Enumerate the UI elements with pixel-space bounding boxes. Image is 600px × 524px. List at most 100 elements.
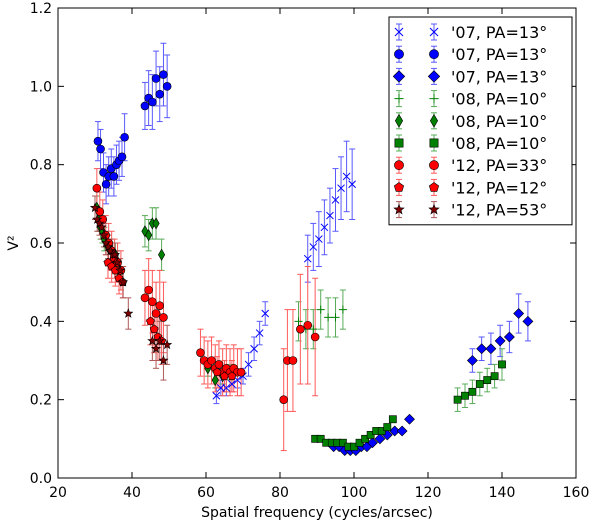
legend-marker: [428, 203, 440, 215]
data-point: [96, 144, 105, 154]
data-point: [140, 293, 150, 303]
data-point: [227, 371, 237, 380]
legend-entry: '12, PA=53°: [393, 201, 547, 220]
x-axis-label: Spatial frequency (cycles/arcsec): [201, 505, 433, 521]
x-tick-label: 140: [489, 485, 516, 501]
data-point: [228, 380, 236, 388]
data-point: [236, 367, 246, 377]
legend-marker: [394, 27, 404, 37]
y-tick-label: 0.8: [30, 158, 52, 174]
x-tick-label: 120: [415, 485, 442, 501]
data-point: [149, 324, 159, 333]
data-point: [255, 329, 264, 337]
data-point: [316, 305, 325, 314]
legend-marker: [393, 182, 405, 192]
data-point: [348, 180, 357, 189]
markers: [89, 70, 534, 457]
data-point: [303, 254, 312, 263]
legend-label: '12, PA=33°: [451, 156, 547, 175]
legend-marker: [428, 182, 440, 192]
y-tick-label: 1.2: [30, 1, 52, 17]
legend-label: '12, PA=12°: [451, 178, 547, 197]
series-1-markers: [93, 70, 172, 189]
data-point: [120, 132, 129, 142]
data-point: [211, 373, 219, 387]
legend-marker: [429, 49, 439, 60]
data-point: [92, 214, 103, 224]
data-point: [152, 217, 160, 230]
data-point: [96, 221, 107, 232]
legend-marker: [429, 113, 439, 128]
x-tick-label: 160: [563, 485, 590, 501]
legend-marker: [429, 160, 439, 171]
y-tick-label: 0.4: [30, 314, 52, 330]
data-point: [117, 152, 127, 162]
data-point: [144, 285, 153, 295]
legend-marker: [394, 138, 404, 148]
data-point: [476, 343, 488, 355]
series-2-errorbars: [330, 293, 531, 454]
legend-entry: '07, PA=13°: [394, 23, 547, 42]
x-tick-label: 20: [49, 485, 67, 501]
data-point: [145, 229, 153, 242]
data-point: [214, 360, 224, 369]
legend-marker: [394, 94, 404, 104]
data-point: [309, 325, 318, 334]
data-point: [94, 218, 105, 228]
legend-marker: [427, 70, 441, 83]
legend-marker: [429, 27, 439, 37]
data-point: [158, 355, 169, 365]
legend: '07, PA=13° '07, PA=13° '07, PA=13° '08, PA…: [388, 16, 573, 226]
data-point: [316, 434, 325, 443]
data-point: [331, 313, 340, 322]
data-point: [279, 395, 289, 404]
legend-entry: '08, PA=10°: [394, 112, 547, 131]
data-point: [89, 202, 101, 213]
data-point: [95, 207, 105, 216]
data-point: [342, 172, 351, 181]
legend-label: '12, PA=53°: [451, 201, 547, 220]
legend-entry: '07, PA=13°: [394, 45, 547, 64]
y-tick-label: 0.0: [30, 471, 52, 487]
data-point: [338, 438, 347, 447]
series-2-markers: [328, 308, 534, 457]
data-point: [377, 427, 386, 435]
legend-label: '07, PA=13°: [451, 67, 547, 86]
data-point: [118, 276, 129, 287]
data-point: [109, 172, 119, 181]
series-8-markers: [89, 202, 173, 365]
x-tick-label: 100: [341, 485, 368, 501]
data-point: [294, 317, 303, 326]
data-point: [453, 395, 462, 404]
data-point: [389, 425, 401, 437]
data-point: [366, 431, 375, 439]
data-point: [461, 391, 469, 400]
data-point: [101, 179, 111, 189]
data-point: [490, 372, 499, 381]
data-point: [159, 70, 168, 79]
data-point: [367, 437, 378, 449]
data-point: [115, 265, 126, 275]
data-point: [320, 223, 329, 232]
data-point: [159, 313, 168, 322]
legend-entry: '12, PA=12°: [393, 178, 547, 197]
data-point: [337, 184, 345, 193]
legend-label: '08, PA=10°: [451, 90, 547, 109]
data-point: [146, 316, 155, 326]
legend-marker: [394, 113, 404, 128]
data-point: [485, 343, 497, 355]
legend-box: [388, 16, 573, 226]
series-3-markers: [294, 305, 347, 334]
legend-entry: '07, PA=13°: [392, 67, 547, 86]
data-point: [250, 344, 258, 353]
data-point: [338, 305, 347, 314]
legend-label: '08, PA=10°: [451, 134, 547, 153]
data-point: [207, 356, 216, 365]
data-point: [503, 331, 515, 343]
data-point: [155, 301, 165, 310]
legend-label: '08, PA=10°: [451, 112, 547, 131]
legend-label: '07, PA=13°: [451, 23, 547, 42]
legend-marker: [392, 70, 406, 83]
data-point: [494, 335, 506, 347]
data-point: [216, 384, 225, 392]
